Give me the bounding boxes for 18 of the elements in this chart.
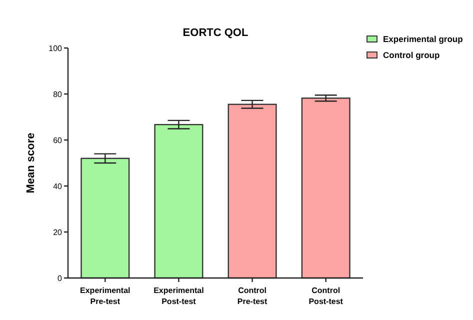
x-tick-label: Experimental Pre-test: [80, 286, 130, 306]
bar: [80, 158, 130, 279]
x-tick-label: Control Pre-test: [237, 286, 268, 306]
bar: [228, 104, 277, 279]
legend-label: Control group: [383, 50, 440, 60]
y-axis-title: Mean score: [25, 132, 37, 194]
bar: [301, 98, 350, 279]
legend-label: Experimental group: [383, 34, 463, 44]
y-tick-label: 80: [53, 90, 63, 99]
y-tick-label: 20: [53, 228, 63, 237]
y-tick-label: 100: [48, 44, 63, 53]
y-tick-label: 0: [58, 274, 63, 283]
chart-title: EORTC QOL: [182, 27, 248, 39]
x-tick-label: Experimental Post-test: [154, 286, 204, 306]
bar: [154, 124, 204, 279]
y-tick-label: 60: [53, 136, 63, 145]
x-tick-label: Control Post-test: [308, 286, 344, 306]
y-tick-label: 40: [53, 182, 63, 191]
